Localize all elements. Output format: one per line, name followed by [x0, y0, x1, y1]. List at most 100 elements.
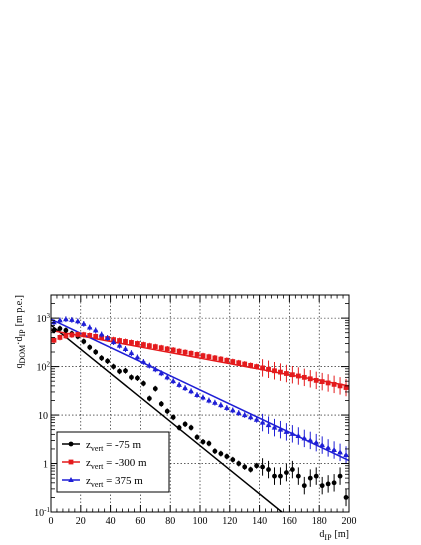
data-point [51, 337, 57, 343]
x-tick-label: 160 [282, 516, 297, 527]
data-point [152, 386, 158, 392]
data-point [194, 391, 200, 397]
data-point [224, 404, 230, 410]
y-tick-label: 10 [38, 411, 48, 422]
x-tick-label: 120 [222, 516, 237, 527]
data-point [337, 473, 343, 479]
legend-entry-1: zvert = -75 m [62, 439, 141, 453]
data-point [260, 464, 265, 470]
data-point [200, 394, 206, 400]
data-point [236, 461, 242, 466]
data-point [218, 451, 224, 457]
data-point [99, 355, 105, 361]
data-point [248, 362, 254, 368]
data-point [152, 344, 158, 350]
data-point [57, 335, 63, 340]
data-point [98, 331, 105, 337]
data-point [93, 333, 99, 339]
data-point [92, 327, 99, 333]
data-point [170, 378, 176, 384]
data-point [182, 421, 188, 427]
data-point [313, 439, 320, 445]
data-point [182, 349, 188, 355]
data-point [331, 447, 337, 453]
data-point [266, 467, 271, 472]
data-point [295, 473, 301, 479]
data-point [230, 457, 236, 463]
data-point [176, 425, 182, 431]
legend-label: zvert = -75 m [86, 439, 141, 453]
data-point [313, 377, 319, 383]
data-point [212, 448, 218, 454]
data-point [277, 426, 284, 432]
data-point [117, 338, 122, 343]
data-point [224, 454, 230, 459]
legend: zvert = -75 m zvert = -300 m zvert = 375 m [56, 431, 170, 493]
data-point [242, 464, 248, 470]
data-point [212, 355, 218, 361]
data-point [188, 388, 194, 394]
data-point [129, 374, 134, 380]
data-point [69, 316, 75, 322]
data-point [134, 354, 141, 360]
data-point [230, 359, 236, 364]
legend-marker [68, 459, 74, 465]
data-point [57, 326, 63, 331]
data-point [325, 444, 331, 450]
data-point [289, 430, 296, 436]
data-point [158, 401, 164, 407]
axis-ticks: 0 20 40 60 80 100 120 140 160 180 200 10-1 1 10 102 103 [34, 294, 357, 527]
data-point [313, 473, 319, 479]
data-point [206, 397, 212, 403]
data-point [63, 316, 69, 322]
x-tick-label: 100 [193, 516, 208, 527]
data-point [307, 437, 314, 443]
data-point [75, 332, 81, 337]
data-point [295, 432, 302, 438]
data-point [194, 352, 200, 357]
data-point [295, 373, 301, 379]
fit-line-series-1 [50, 324, 283, 513]
data-point [319, 442, 325, 448]
data-point [307, 475, 313, 481]
data-point [164, 346, 170, 352]
data-point [271, 424, 278, 430]
data-point [343, 385, 349, 390]
legend-marker [68, 477, 74, 482]
data-point [229, 407, 236, 413]
data-point [200, 353, 206, 359]
data-point [289, 372, 295, 378]
data-point [283, 428, 290, 434]
data-point [212, 399, 218, 405]
data-point [218, 356, 224, 362]
x-tick-label: 60 [135, 516, 145, 527]
data-point [87, 344, 93, 350]
data-point [236, 360, 242, 366]
data-point [319, 483, 325, 489]
data-point [176, 381, 182, 387]
data-point [301, 435, 308, 441]
data-point [176, 348, 182, 354]
data-point [272, 473, 277, 479]
data-point [242, 361, 248, 367]
data-point [80, 320, 87, 326]
data-point [301, 374, 307, 380]
data-point [158, 370, 165, 376]
data-point [337, 449, 343, 455]
x-axis-label: dIP [m] [319, 529, 349, 542]
data-point [254, 463, 260, 469]
data-point [123, 368, 128, 374]
data-point [116, 342, 123, 348]
data-point [123, 339, 128, 344]
data-point [259, 419, 266, 425]
data-point [206, 441, 212, 446]
x-tick-label: 140 [252, 516, 267, 527]
data-point [266, 366, 271, 372]
data-point [170, 414, 176, 420]
data-point [331, 480, 337, 486]
data-point [301, 483, 307, 489]
data-point [110, 339, 117, 345]
y-tick-label: 103 [37, 312, 51, 325]
data-point [284, 470, 289, 475]
data-point [87, 333, 93, 338]
